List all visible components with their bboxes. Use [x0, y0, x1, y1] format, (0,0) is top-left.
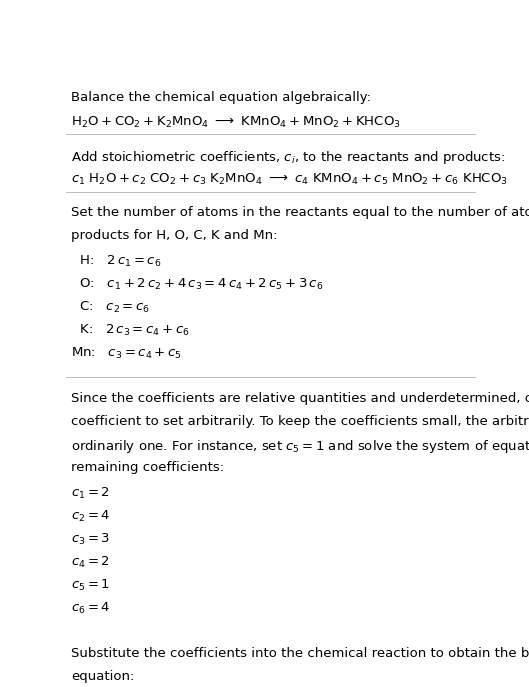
Text: $c_6 = 4$: $c_6 = 4$: [71, 601, 111, 616]
Text: $\mathrm{H_2O + CO_2 + K_2MnO_4 \ \longrightarrow \ KMnO_4 + MnO_2 + KHCO_3}$: $\mathrm{H_2O + CO_2 + K_2MnO_4 \ \longr…: [71, 115, 401, 130]
Text: products for H, O, C, K and Mn:: products for H, O, C, K and Mn:: [71, 229, 278, 243]
Text: $c_2 = 4$: $c_2 = 4$: [71, 509, 111, 524]
Text: ordinarily one. For instance, set $c_5 = 1$ and solve the system of equations fo: ordinarily one. For instance, set $c_5 =…: [71, 438, 529, 455]
Text: Set the number of atoms in the reactants equal to the number of atoms in the: Set the number of atoms in the reactants…: [71, 207, 529, 219]
Text: H:   $2\,c_1 = c_6$: H: $2\,c_1 = c_6$: [71, 254, 161, 269]
Text: $c_4 = 2$: $c_4 = 2$: [71, 555, 110, 570]
Text: $c_1\ \mathrm{H_2O} + c_2\ \mathrm{CO_2} + c_3\ \mathrm{K_2MnO_4}\ \longrightarr: $c_1\ \mathrm{H_2O} + c_2\ \mathrm{CO_2}…: [71, 172, 508, 187]
Text: $c_3 = 3$: $c_3 = 3$: [71, 532, 110, 547]
Text: Substitute the coefficients into the chemical reaction to obtain the balanced: Substitute the coefficients into the che…: [71, 647, 529, 660]
Text: Mn:   $c_3 = c_4 + c_5$: Mn: $c_3 = c_4 + c_5$: [71, 346, 182, 361]
Text: Add stoichiometric coefficients, $c_i$, to the reactants and products:: Add stoichiometric coefficients, $c_i$, …: [71, 149, 505, 166]
Text: O:   $c_1 + 2\,c_2 + 4\,c_3 = 4\,c_4 + 2\,c_5 + 3\,c_6$: O: $c_1 + 2\,c_2 + 4\,c_3 = 4\,c_4 + 2\,…: [71, 277, 323, 292]
Text: Since the coefficients are relative quantities and underdetermined, choose a: Since the coefficients are relative quan…: [71, 392, 529, 405]
Text: equation:: equation:: [71, 670, 134, 683]
Text: remaining coefficients:: remaining coefficients:: [71, 461, 224, 474]
Text: C:   $c_2 = c_6$: C: $c_2 = c_6$: [71, 300, 150, 315]
Text: coefficient to set arbitrarily. To keep the coefficients small, the arbitrary va: coefficient to set arbitrarily. To keep …: [71, 415, 529, 428]
Text: K:   $2\,c_3 = c_4 + c_6$: K: $2\,c_3 = c_4 + c_6$: [71, 323, 190, 338]
Text: $c_1 = 2$: $c_1 = 2$: [71, 486, 110, 502]
Text: Balance the chemical equation algebraically:: Balance the chemical equation algebraica…: [71, 91, 371, 104]
Text: $c_5 = 1$: $c_5 = 1$: [71, 578, 110, 593]
